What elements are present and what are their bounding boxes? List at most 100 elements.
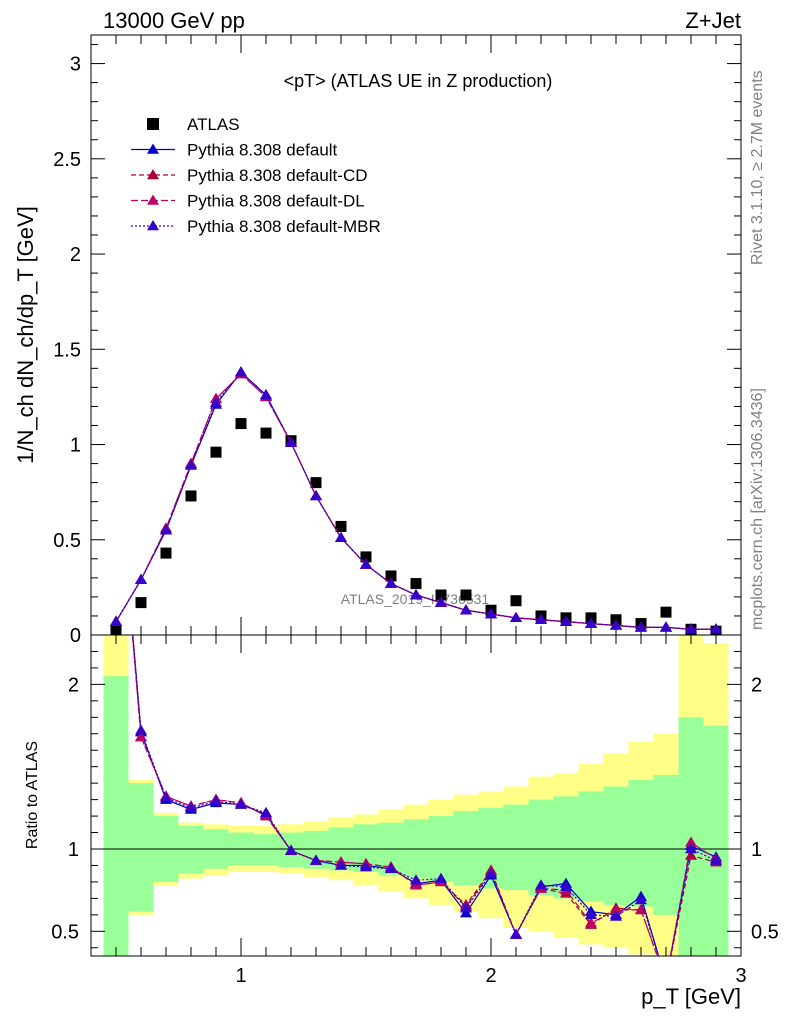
- ratio-point-dl: [135, 731, 147, 742]
- legend-marker-default: [147, 143, 159, 154]
- x-tick-label: 3: [735, 965, 746, 987]
- ratio-point-mbr: [510, 928, 522, 939]
- series-point-mbr: [310, 489, 322, 501]
- ratio-point-mbr: [535, 879, 547, 890]
- series-point-mbr: [260, 389, 272, 400]
- ratio-point-mbr: [185, 801, 197, 813]
- y-tick-label-main: 2: [70, 244, 81, 266]
- band-inner: [678, 717, 704, 956]
- ratio-point-mbr: [710, 854, 722, 865]
- y-tick-label-ratio-right: 1: [751, 839, 762, 861]
- data-point-atlas: [335, 520, 347, 532]
- band-inner: [628, 779, 654, 907]
- band-inner: [253, 834, 279, 866]
- ratio-point-dl: [685, 836, 697, 847]
- series-point-mbr: [685, 623, 697, 634]
- legend-marker-cd: [147, 169, 159, 180]
- y-tick-label-main: 0: [70, 625, 81, 647]
- series-point-mbr: [435, 596, 447, 607]
- band-inner: [528, 799, 554, 896]
- series-point-mbr: [185, 459, 197, 470]
- series-point-mbr: [335, 531, 347, 543]
- series-point-mbr: [660, 621, 672, 632]
- band-inner: [178, 825, 204, 874]
- legend-marker-atlas: [147, 118, 159, 130]
- y-tick-label-ratio: 2: [68, 674, 79, 696]
- x-tick-label: 2: [485, 965, 496, 987]
- series-point-mbr: [710, 623, 722, 634]
- legend-label: Pythia 8.308 default-DL: [187, 192, 365, 211]
- ratio-point-cd: [685, 849, 697, 860]
- y-tick-label-ratio-right: 0.5: [751, 921, 779, 943]
- series-point-mbr: [410, 589, 422, 600]
- ratio-point-dl: [585, 917, 597, 928]
- ratio-point-mbr: [635, 894, 647, 905]
- ratio-point-mbr: [135, 724, 147, 735]
- ratio-point-mbr: [260, 806, 272, 817]
- data-point-atlas: [660, 606, 672, 618]
- legend-marker-mbr: [147, 220, 159, 231]
- axis-ticks: 00.511.522.530.5 0.51 12 21 2 3: [51, 35, 779, 987]
- y-tick-label-main: 3: [70, 54, 81, 76]
- band-inner: [703, 725, 729, 956]
- series-point-mbr: [385, 577, 397, 588]
- data-point-atlas: [260, 427, 272, 439]
- y-tick-label-main: 1.5: [53, 339, 81, 361]
- ratio-point-mbr: [410, 874, 422, 885]
- ratio-point-mbr: [610, 910, 622, 921]
- band-inner: [578, 791, 604, 902]
- ratio-point-mbr: [235, 798, 247, 809]
- series-point-mbr: [160, 524, 172, 535]
- data-point-atlas: [210, 446, 222, 458]
- ratio-point-mbr: [335, 859, 347, 870]
- y-tick-label-main: 2.5: [53, 149, 81, 171]
- ratio-point-mbr: [385, 862, 397, 873]
- series-point-mbr: [460, 604, 472, 615]
- band-inner: [653, 774, 679, 915]
- ratio-point-mbr: [210, 795, 222, 806]
- data-point-atlas: [185, 490, 197, 502]
- ratio-point-mbr: [435, 872, 447, 883]
- series-point-mbr: [485, 608, 497, 619]
- data-point-atlas: [310, 477, 322, 489]
- band-inner: [503, 804, 529, 891]
- uncertainty-bands: [103, 635, 729, 956]
- y-axis-label-ratio: Ratio to ATLAS: [24, 741, 41, 849]
- series-point-mbr: [110, 615, 122, 626]
- band-inner: [103, 676, 129, 956]
- y-axis-label-main: 1/N_ch dN_ch/dp_T [GeV]: [13, 206, 38, 464]
- series-point-mbr: [210, 396, 222, 407]
- data-point-atlas: [460, 589, 472, 601]
- series-point-mbr: [560, 615, 572, 626]
- legend: ATLAS Pythia 8.308 default Pythia 8.308 de…: [131, 115, 381, 236]
- ratio-point-mbr: [560, 880, 572, 892]
- plot-title: <pT> (ATLAS UE in Z production): [284, 71, 553, 91]
- legend-label: Pythia 8.308 default: [187, 141, 338, 160]
- ratio-point-cd: [110, 431, 122, 441]
- band-inner: [453, 811, 479, 886]
- ratio-series: [110, 431, 722, 956]
- ratio-point-dl: [110, 431, 122, 441]
- ratio-point-mbr: [110, 431, 122, 441]
- series-point-mbr: [135, 573, 147, 584]
- data-point-atlas: [160, 547, 172, 559]
- ratio-point-mbr: [485, 867, 497, 878]
- ratio-point-mbr: [360, 861, 372, 872]
- data-point-atlas: [110, 625, 122, 635]
- series-point-mbr: [610, 619, 622, 630]
- legend-label: Pythia 8.308 default-MBR: [187, 217, 381, 236]
- ratio-point-mbr: [160, 791, 172, 803]
- legend-marker-dl: [147, 194, 159, 205]
- process-label: Z+Jet: [685, 8, 741, 33]
- series-point-mbr: [510, 611, 522, 623]
- y-tick-label-ratio: 0.5: [51, 921, 79, 943]
- ratio-point-dl: [635, 903, 647, 915]
- legend-label: ATLAS: [187, 115, 240, 134]
- ratio-point-default: [110, 431, 122, 441]
- data-point-atlas: [360, 551, 372, 563]
- data-point-atlas: [235, 418, 247, 430]
- x-axis-label: p_T [GeV]: [641, 984, 741, 1009]
- mcplots-label: mcplots.cern.ch [arXiv:1306.3436]: [749, 388, 766, 630]
- data-point-atlas: [135, 597, 147, 609]
